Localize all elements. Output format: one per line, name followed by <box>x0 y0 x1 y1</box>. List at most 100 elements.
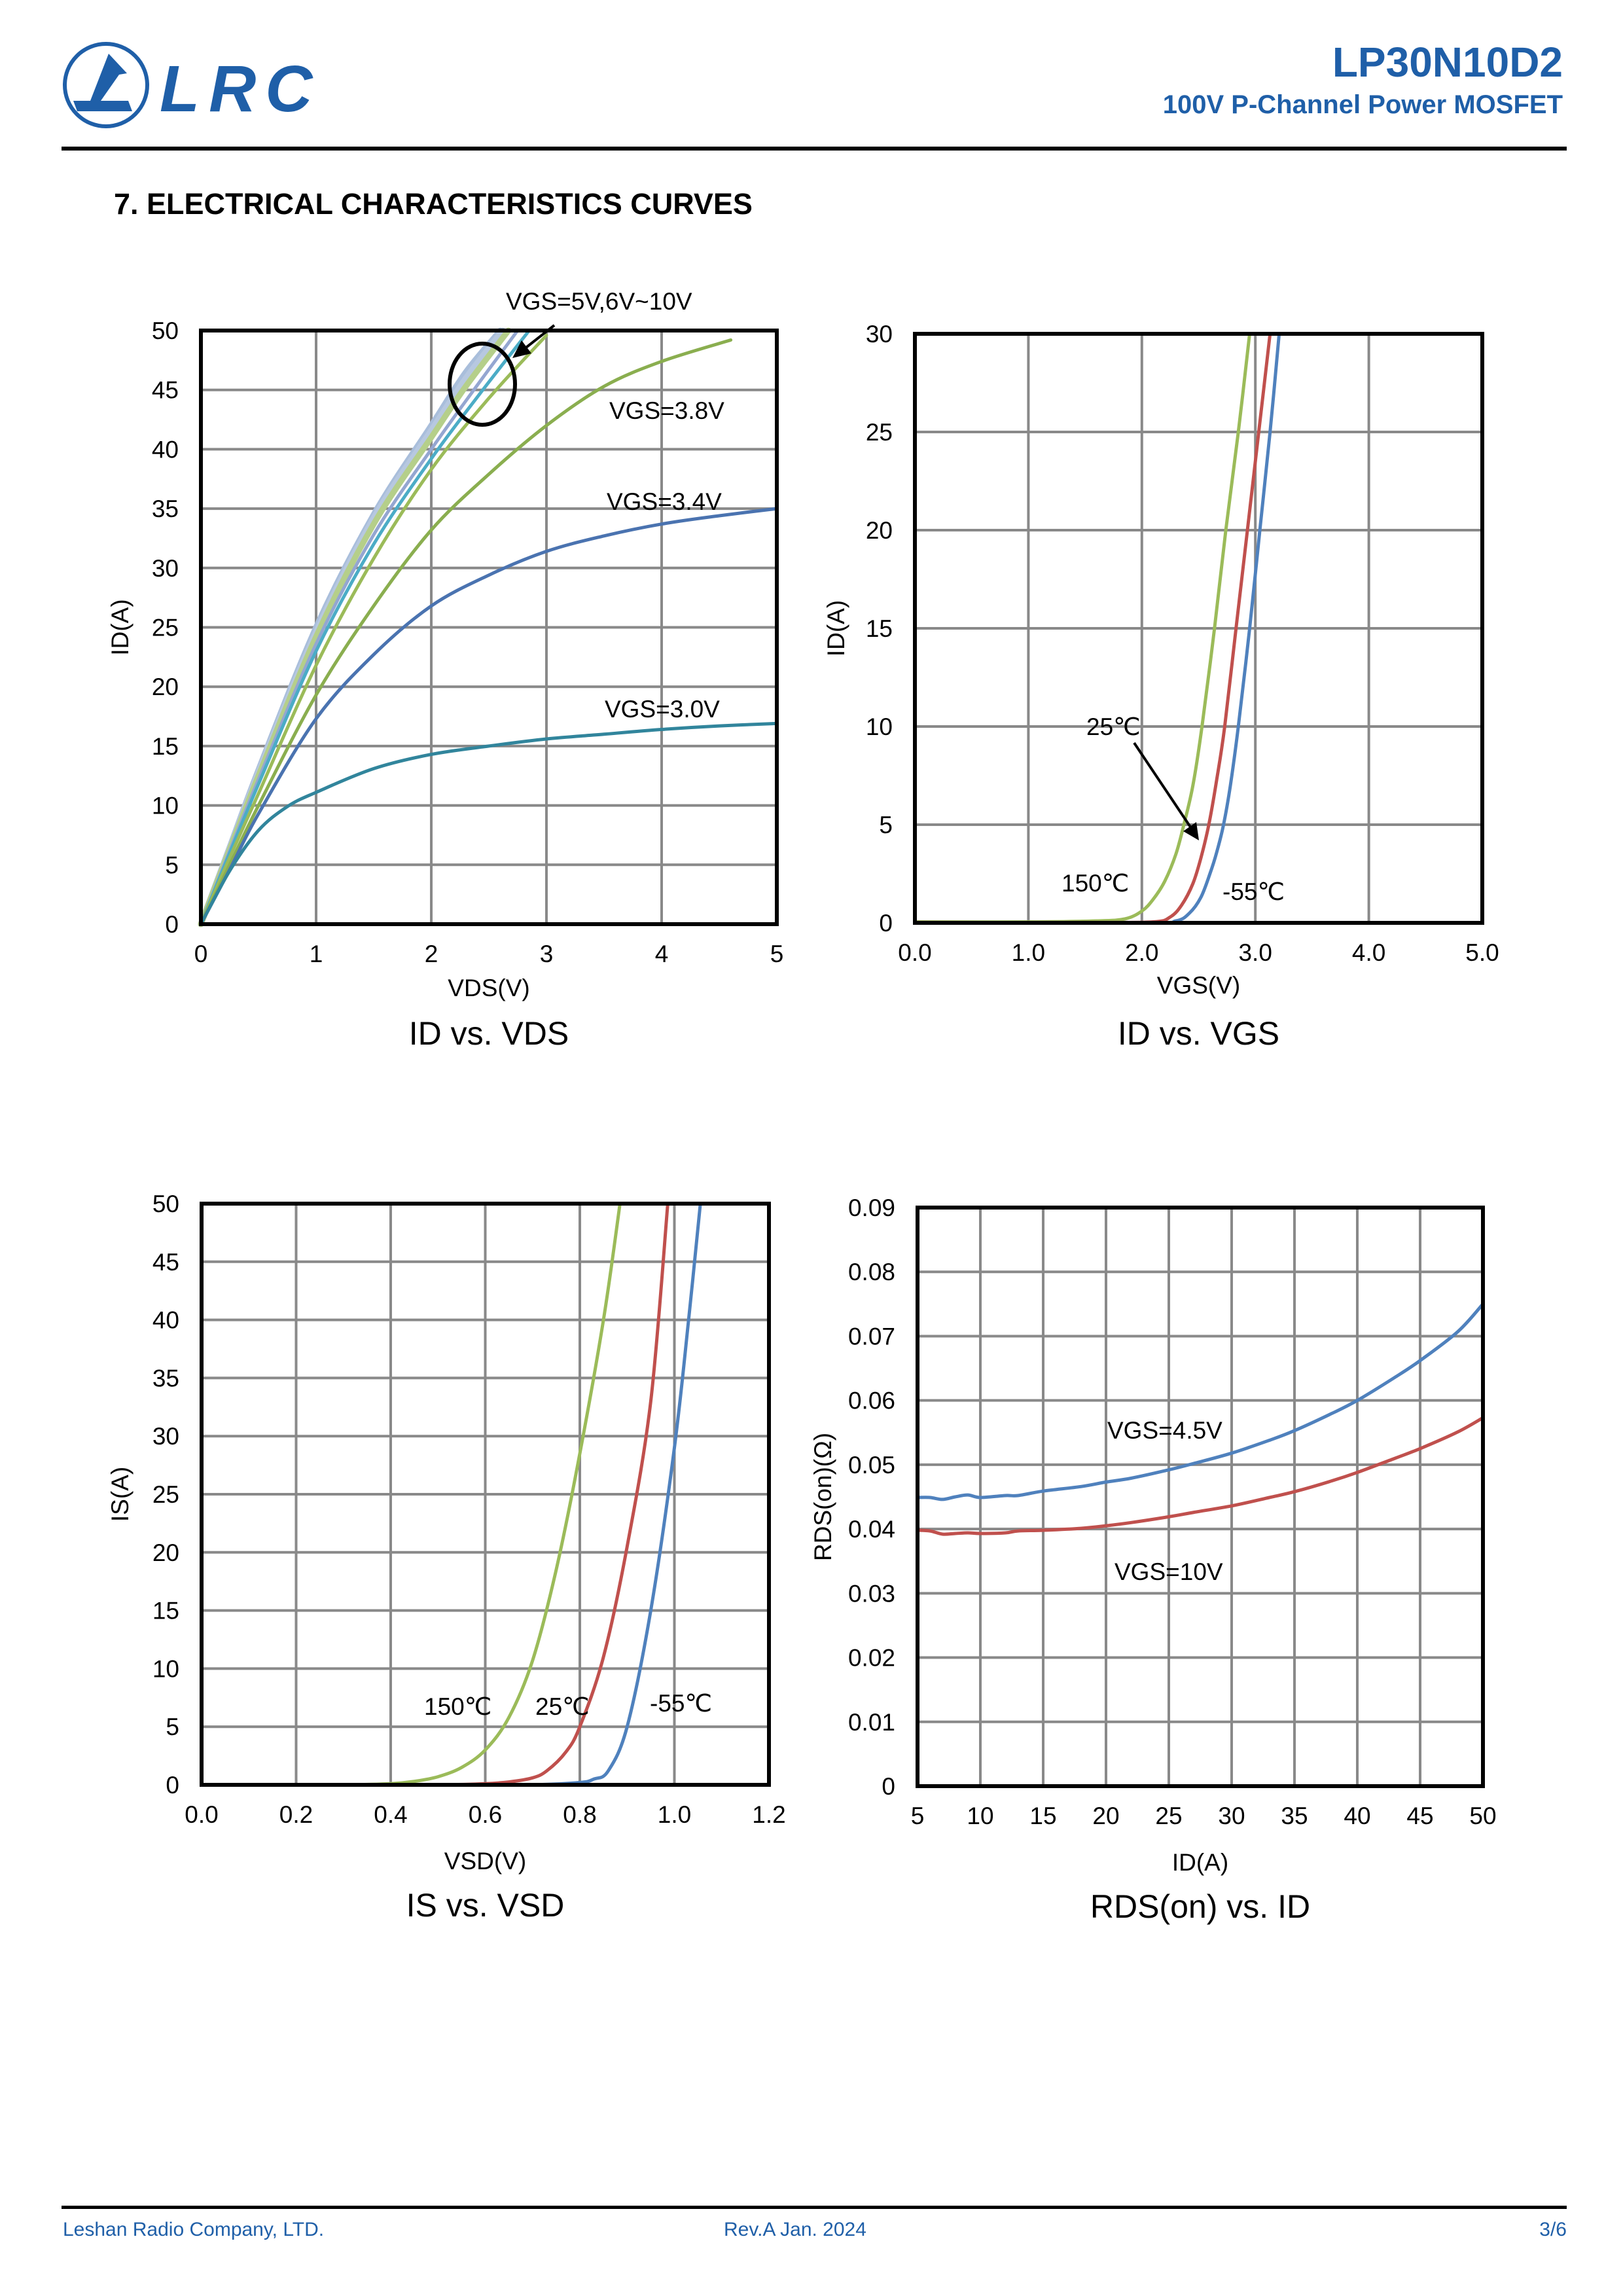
x-tick-label: 5 <box>911 1803 925 1829</box>
logo-circle <box>63 42 149 128</box>
y-axis-label: ID(A) <box>107 599 134 655</box>
header-divider <box>62 147 1567 151</box>
x-tick-label: 20 <box>1092 1803 1119 1829</box>
x-tick-label: 0.6 <box>469 1801 502 1828</box>
y-tick-label: 25 <box>866 419 893 446</box>
x-tick-label: 1.0 <box>658 1801 691 1828</box>
x-tick-label: 4 <box>655 941 669 967</box>
y-tick-label: 50 <box>152 317 179 344</box>
annotation-label: 25℃ <box>1086 713 1141 740</box>
x-tick-label: 0.8 <box>563 1801 596 1828</box>
annotation-label: -55℃ <box>1222 878 1285 905</box>
plot-frame <box>200 1202 771 1787</box>
series-line <box>916 1416 1485 1536</box>
y-tick-label: 0.07 <box>848 1323 895 1350</box>
plot-frame <box>199 329 779 926</box>
y-tick-label: 10 <box>152 1655 179 1682</box>
chart-id-vs-vds: 0 1 2 3 4 505101520253035404550VDS(V)ID(A)ID … <box>107 288 783 1052</box>
x-tick-label: 0.0 <box>898 939 931 966</box>
y-tick-label: 0 <box>166 1772 179 1799</box>
x-tick-label: 1.0 <box>1012 939 1045 966</box>
x-tick-label: 40 <box>1344 1803 1370 1829</box>
section-title: 7. ELECTRICAL CHARACTERISTICS CURVES <box>114 187 753 221</box>
y-axis-label: ID(A) <box>823 600 849 656</box>
x-tick-label: 3 <box>540 941 554 967</box>
x-tick-label: 4.0 <box>1352 939 1385 966</box>
arrow-head-icon <box>1183 822 1199 840</box>
x-tick-label: 35 <box>1281 1803 1308 1829</box>
x-axis-label: VSD(V) <box>444 1848 526 1874</box>
y-tick-label: 0.06 <box>848 1388 895 1414</box>
x-tick-label: 45 <box>1406 1803 1433 1829</box>
annotation-label: VGS=4.5V <box>1107 1417 1222 1444</box>
y-tick-label: 0.01 <box>848 1709 895 1736</box>
annotation-label: VGS=3.8V <box>609 397 724 424</box>
plot-frame <box>913 332 1484 925</box>
x-tick-label: 10 <box>967 1803 993 1829</box>
y-tick-label: 10 <box>866 713 893 740</box>
annotation-label: VGS=3.0V <box>605 696 720 723</box>
series-line <box>199 329 531 926</box>
annotation-label: VGS=5V,6V~10V <box>506 288 692 315</box>
x-tick-label: 0 <box>194 941 208 967</box>
x-tick-label: 2.0 <box>1125 939 1158 966</box>
annotation-label: 150℃ <box>424 1693 491 1720</box>
chart-rdson-vs-id: 5 10 15 20 25 30 35 40 45 50 0 0.01 0.02 0.03 0.04 0.05… <box>810 1194 1497 1925</box>
y-tick-label: 45 <box>152 1249 179 1276</box>
y-tick-label: 0 <box>879 910 893 937</box>
lrc-logo-graphic: LRC <box>63 42 313 128</box>
y-tick-label: 5 <box>879 812 893 838</box>
part-number: LP30N10D2 <box>1332 39 1563 86</box>
series-line <box>484 1202 702 1787</box>
x-tick-label: 1 <box>310 941 323 967</box>
logo-sail-glyph <box>73 54 132 111</box>
x-axis-label: VGS(V) <box>1157 972 1240 999</box>
y-tick-label: 20 <box>152 673 179 700</box>
x-tick-label: 3.0 <box>1238 939 1272 966</box>
y-tick-label: 45 <box>152 377 179 404</box>
y-tick-label: 15 <box>152 733 179 760</box>
annotation-label: 25℃ <box>535 1693 590 1720</box>
y-tick-label: 5 <box>166 1713 179 1740</box>
y-tick-label: 0.08 <box>848 1259 895 1285</box>
y-tick-label: 50 <box>152 1191 179 1217</box>
annotation-label: -55℃ <box>650 1690 712 1717</box>
footer-divider <box>62 2206 1567 2209</box>
plot-frame <box>916 1206 1485 1788</box>
x-tick-label: 5 <box>770 941 784 967</box>
y-tick-label: 35 <box>152 1365 179 1391</box>
y-tick-label: 0.03 <box>848 1580 895 1607</box>
y-tick-label: 0.05 <box>848 1452 895 1479</box>
y-tick-label: 10 <box>152 793 179 819</box>
footer-company: Leshan Radio Company, LTD. <box>63 2219 325 2240</box>
y-axis-label: IS(A) <box>107 1467 134 1522</box>
chart-id-vs-vgs: 0.0 1.0 2.0 3.0 4.0 5.0 0 5 10 15 20 25 30 VGS(V) ID(A… <box>823 321 1499 1052</box>
y-tick-label: 20 <box>152 1539 179 1566</box>
annotation-label: 150℃ <box>1061 870 1129 897</box>
series-line <box>199 507 779 926</box>
x-axis-label: ID(A) <box>1172 1849 1228 1876</box>
x-tick-label: 15 <box>1029 1803 1056 1829</box>
y-tick-label: 15 <box>152 1598 179 1624</box>
chart-title: ID vs. VGS <box>1118 1015 1279 1052</box>
x-tick-label: 30 <box>1218 1803 1245 1829</box>
y-axis-label: RDS(on)(Ω) <box>810 1433 836 1561</box>
x-tick-label: 0.0 <box>185 1801 218 1828</box>
annotation-label: VGS=3.4V <box>607 488 722 515</box>
x-axis-label: VDS(V) <box>448 975 529 1001</box>
x-tick-label: 50 <box>1469 1803 1496 1829</box>
series-line <box>199 338 733 926</box>
y-tick-label: 35 <box>152 495 179 522</box>
series-line <box>916 1302 1485 1501</box>
y-tick-label: 0.04 <box>848 1516 895 1543</box>
y-tick-label: 25 <box>152 1481 179 1508</box>
y-tick-label: 0 <box>882 1773 895 1800</box>
x-tick-label: 0.4 <box>374 1801 407 1828</box>
series-line <box>199 721 779 926</box>
x-tick-label: 5.0 <box>1465 939 1499 966</box>
highlight-ellipse <box>448 342 517 427</box>
y-tick-label: 15 <box>866 615 893 642</box>
series-line <box>199 333 548 926</box>
footer-page-number: 3/6 <box>1539 2219 1567 2240</box>
